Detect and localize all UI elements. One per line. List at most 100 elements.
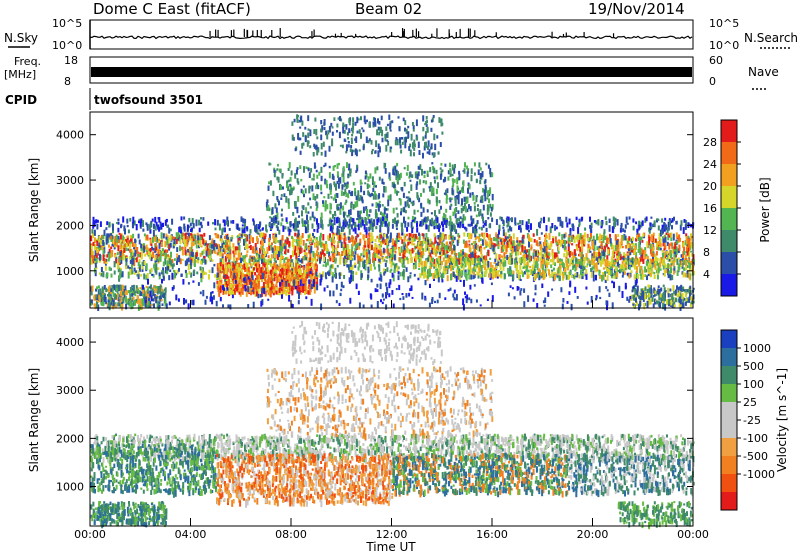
- scatter-cell: [124, 285, 127, 292]
- scatter-cell: [118, 232, 121, 235]
- scatter-cell: [545, 248, 548, 252]
- scatter-cell: [620, 237, 623, 244]
- scatter-cell: [378, 238, 380, 243]
- scatter-cell: [618, 253, 621, 257]
- scatter-cell: [623, 252, 626, 258]
- scatter-cell: [426, 209, 429, 213]
- scatter-cell: [329, 233, 331, 238]
- scatter-cell: [247, 271, 250, 275]
- scatter-cell: [173, 238, 176, 245]
- scatter-cell: [275, 282, 278, 287]
- scatter-cell: [575, 244, 578, 250]
- scatter-cell: [241, 291, 244, 295]
- scatter-cell: [260, 240, 263, 245]
- scatter-cell: [348, 163, 351, 171]
- scatter-cell: [100, 273, 103, 277]
- scatter-cell: [323, 245, 326, 252]
- scatter-cell: [674, 248, 676, 252]
- scatter-cell: [347, 193, 350, 199]
- scatter-cell: [427, 254, 430, 262]
- scatter-cell: [333, 253, 336, 256]
- scatter-cell: [294, 245, 297, 252]
- scatter-cell: [123, 293, 126, 299]
- scatter-cell: [217, 268, 220, 273]
- scatter-cell: [667, 271, 670, 279]
- scatter-cell: [220, 279, 223, 283]
- scatter-cell: [354, 262, 357, 266]
- scatter-cell: [689, 243, 692, 250]
- scatter-cell: [359, 232, 362, 235]
- scatter-cell: [358, 260, 361, 268]
- scatter-cell: [440, 205, 442, 210]
- scatter-cell: [226, 278, 229, 284]
- scatter-cell: [689, 288, 692, 292]
- scatter-cell: [302, 284, 305, 291]
- scatter-cell: [594, 239, 597, 246]
- scatter-cell: [646, 295, 649, 298]
- scatter-cell: [445, 235, 447, 240]
- scatter-cell: [279, 274, 282, 280]
- scatter-cell: [415, 183, 418, 190]
- scatter-cell: [315, 128, 318, 136]
- scatter-cell: [418, 245, 421, 253]
- scatter-cell: [664, 303, 667, 311]
- scatter-cell: [316, 250, 318, 255]
- scatter-cell: [170, 251, 172, 258]
- scatter-cell: [636, 289, 639, 295]
- scatter-cell: [137, 261, 140, 267]
- scatter-cell: [188, 247, 191, 251]
- scatter-cell: [449, 218, 452, 225]
- scatter-cell: [224, 247, 227, 251]
- scatter-cell: [274, 269, 276, 272]
- scatter-cell: [367, 266, 370, 274]
- scatter-cell: [553, 252, 556, 259]
- scatter-cell: [530, 246, 533, 249]
- scatter-cell: [590, 271, 593, 278]
- scatter-cell: [678, 244, 681, 251]
- scatter-cell: [330, 237, 333, 242]
- scatter-cell: [577, 242, 580, 248]
- scatter-cell: [264, 251, 266, 257]
- scatter-cell: [258, 270, 261, 277]
- scatter-cell: [169, 242, 172, 248]
- scatter-cell: [157, 259, 160, 263]
- scatter-cell: [145, 290, 148, 297]
- scatter-cell: [522, 234, 525, 239]
- scatter-cell: [291, 223, 294, 227]
- scatter-cell: [447, 170, 450, 175]
- scatter-cell: [161, 248, 164, 252]
- scatter-cell: [367, 140, 370, 144]
- scatter-cell: [475, 178, 478, 184]
- scatter-cell: [162, 233, 165, 239]
- scatter-cell: [610, 266, 613, 273]
- scatter-cell: [642, 251, 645, 254]
- scatter-cell: [519, 264, 522, 270]
- scatter-cell: [135, 257, 138, 263]
- scatter-cell: [122, 285, 125, 288]
- scatter-cell: [634, 262, 636, 270]
- scatter-cell: [449, 215, 452, 219]
- scatter-cell: [633, 298, 636, 301]
- scatter-cell: [489, 212, 492, 217]
- scatter-cell: [387, 199, 390, 207]
- scatter-cell: [105, 241, 108, 245]
- scatter-cell: [327, 235, 330, 240]
- scatter-cell: [297, 257, 300, 262]
- scatter-cell: [657, 274, 659, 280]
- scatter-cell: [158, 304, 161, 308]
- scatter-cell: [509, 244, 512, 251]
- scatter-cell: [243, 259, 246, 266]
- scatter-cell: [320, 212, 323, 219]
- scatter-cell: [466, 196, 469, 204]
- station-title: Dome C East (fitACF): [93, 0, 251, 18]
- scatter-cell: [296, 167, 299, 170]
- scatter-cell: [468, 204, 470, 210]
- scatter-cell: [460, 249, 463, 257]
- scatter-cell: [543, 253, 546, 258]
- scatter-cell: [184, 238, 187, 245]
- scatter-cell: [307, 247, 310, 254]
- scatter-cell: [123, 247, 126, 253]
- scatter-cell: [691, 253, 694, 257]
- scatter-cell: [434, 143, 437, 151]
- scatter-cell: [592, 235, 595, 242]
